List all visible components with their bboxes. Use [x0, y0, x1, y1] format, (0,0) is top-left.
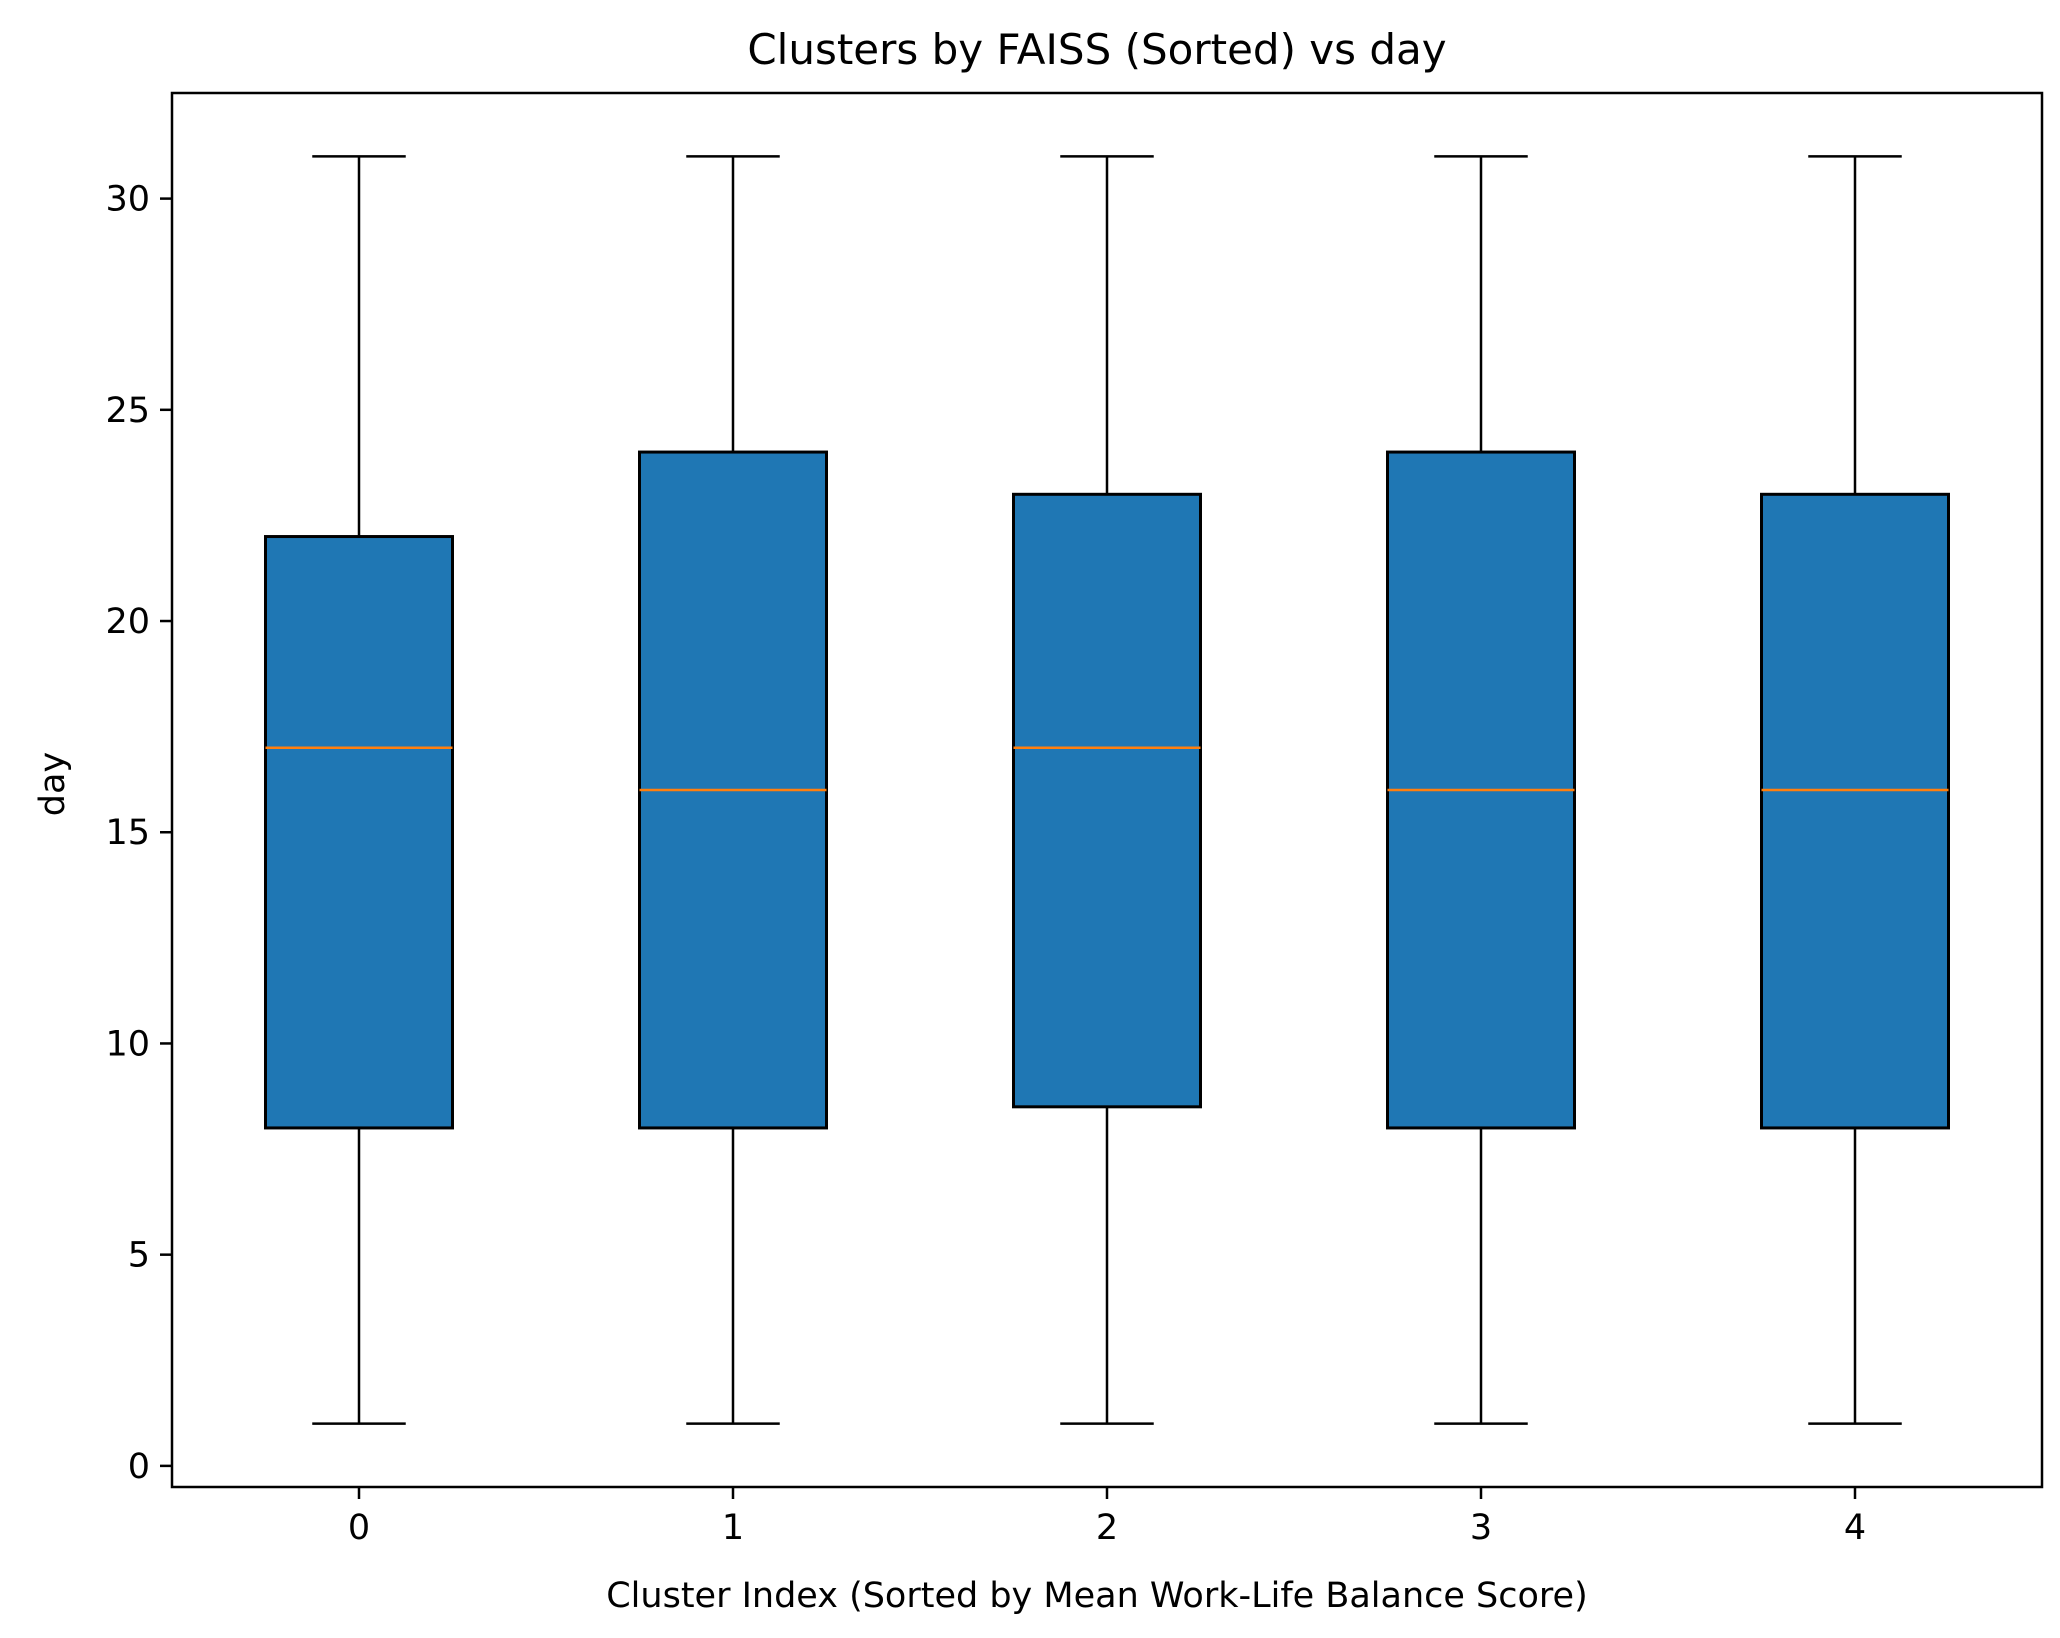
- x-tick-label: 0: [348, 1508, 370, 1548]
- y-tick-label: 10: [105, 1024, 150, 1064]
- y-tick-label: 15: [105, 813, 150, 853]
- box-group-0: [264, 155, 454, 1425]
- y-axis-label: day: [33, 752, 73, 816]
- chart-title: Clusters by FAISS (Sorted) vs day: [747, 25, 1446, 74]
- x-tick-label: 3: [1470, 1508, 1492, 1548]
- x-tick-label: 4: [1844, 1508, 1866, 1548]
- y-tick-label: 20: [105, 602, 150, 642]
- x-tick-label: 2: [1096, 1508, 1118, 1548]
- y-tick-label: 5: [128, 1236, 150, 1276]
- y-tick-label: 0: [128, 1447, 150, 1487]
- box-iqr: [264, 535, 454, 1130]
- x-tick-label: 1: [722, 1508, 744, 1548]
- plot-area-frame: [170, 91, 2044, 1489]
- box-group-3: [1386, 155, 1576, 1425]
- y-tick-label: 25: [105, 391, 150, 431]
- box-iqr: [1012, 492, 1202, 1109]
- x-axis-label: Cluster Index (Sorted by Mean Work-Life …: [606, 1576, 1588, 1616]
- y-tick-label: 30: [105, 180, 150, 220]
- box-iqr: [1760, 492, 1950, 1130]
- boxes-layer: [264, 155, 1950, 1425]
- box-group-1: [638, 155, 828, 1425]
- box-group-4: [1760, 155, 1950, 1425]
- box-group-2: [1012, 155, 1202, 1425]
- x-axis-ticks: 0 1 2 3 4: [348, 1487, 1866, 1548]
- y-axis-ticks: 0 5 10 15 20 25 30: [105, 180, 172, 1487]
